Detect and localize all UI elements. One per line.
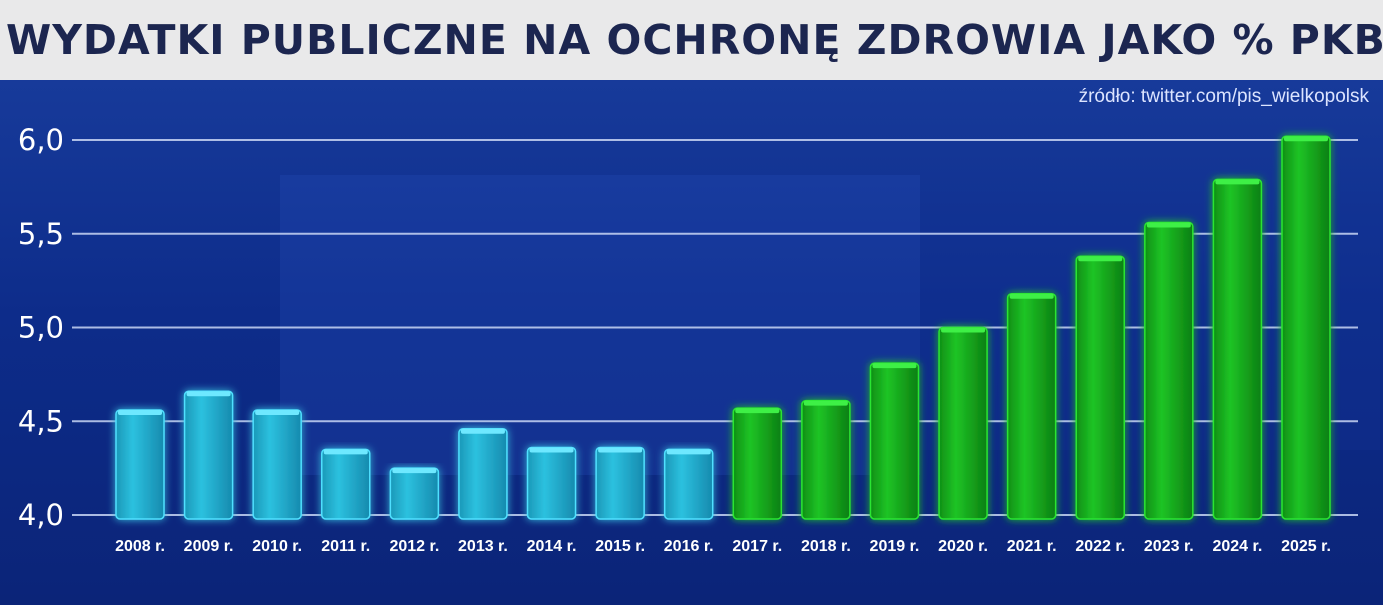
y-tick-label: 4,5 xyxy=(18,404,64,438)
bar-2017 xyxy=(732,407,783,520)
x-tick-label: 2021 r. xyxy=(1007,538,1057,555)
bar-top-highlight xyxy=(735,408,780,414)
chart-title: WYDATKI PUBLICZNE NA OCHRONĘ ZDROWIA JAK… xyxy=(6,16,1383,64)
bar-2022 xyxy=(1075,255,1125,520)
bar-2019 xyxy=(869,362,920,520)
source-label: źródło: twitter.com/pis_wielkopolsk xyxy=(1078,86,1369,107)
bar-top-highlight xyxy=(118,410,162,415)
bar-top-highlight xyxy=(323,449,368,455)
x-tick-label: 2015 r. xyxy=(595,538,645,555)
bar-2023 xyxy=(1144,221,1194,520)
x-tick-label: 2018 r. xyxy=(801,538,851,555)
y-tick-label: 4,0 xyxy=(18,498,64,532)
x-tick-label: 2012 r. xyxy=(389,538,439,555)
bar-2010 xyxy=(252,409,302,520)
x-tick-label: 2013 r. xyxy=(458,538,508,555)
x-tick-label: 2025 r. xyxy=(1281,538,1331,555)
bar-top-highlight xyxy=(1009,293,1054,299)
bar-2015 xyxy=(595,446,645,520)
bar-top-highlight xyxy=(1215,179,1260,185)
y-tick-label: 6,0 xyxy=(18,123,64,157)
x-tick-label: 2008 r. xyxy=(115,538,165,555)
bar-2008 xyxy=(115,409,165,520)
bar-top-highlight xyxy=(1078,256,1123,262)
x-axis: 2008 r. 2009 r. 2010 r. 2011 r. 2012 r. 2013 … xyxy=(115,538,1331,555)
bar-2013 xyxy=(458,428,508,520)
x-tick-label: 2017 r. xyxy=(732,538,782,555)
title-bar: WYDATKI PUBLICZNE NA OCHRONĘ ZDROWIA JAK… xyxy=(0,0,1383,80)
x-tick-label: 2014 r. xyxy=(527,538,577,555)
bar-top-highlight xyxy=(1284,136,1328,142)
y-tick-label: 5,0 xyxy=(18,311,64,345)
bar-top-highlight xyxy=(392,468,437,474)
x-tick-label: 2010 r. xyxy=(252,538,302,555)
bar-top-highlight xyxy=(666,449,711,455)
x-tick-label: 2023 r. xyxy=(1144,538,1194,555)
y-axis: 4,0 4,5 5,0 5,5 6,0 xyxy=(18,123,64,532)
x-tick-label: 2024 r. xyxy=(1212,538,1262,555)
bar-2014 xyxy=(526,446,577,520)
bar-top-highlight xyxy=(941,327,986,333)
bar-2009 xyxy=(183,390,234,520)
bar-top-highlight xyxy=(255,410,300,415)
bar-2016 xyxy=(663,448,714,520)
x-tick-label: 2020 r. xyxy=(938,538,988,555)
bar-top-highlight xyxy=(1146,222,1191,228)
bar-top-highlight xyxy=(803,400,848,406)
bar-2024 xyxy=(1212,178,1263,520)
x-tick-label: 2011 r. xyxy=(321,538,370,555)
y-tick-label: 5,5 xyxy=(18,217,64,251)
x-tick-label: 2019 r. xyxy=(870,538,920,555)
x-tick-label: 2022 r. xyxy=(1075,538,1125,555)
bar-top-highlight xyxy=(186,391,231,397)
bar-top-highlight xyxy=(460,428,505,434)
bar-2025 xyxy=(1281,135,1331,520)
bar-2021 xyxy=(1006,293,1057,520)
bar-2020 xyxy=(938,326,988,520)
bar-2018 xyxy=(801,399,851,520)
bar-2012 xyxy=(389,467,440,520)
x-tick-label: 2016 r. xyxy=(664,538,714,555)
bar-top-highlight xyxy=(529,447,574,453)
bar-top-highlight xyxy=(872,363,917,369)
bars xyxy=(115,135,1331,520)
bar-2011 xyxy=(321,448,371,520)
x-tick-label: 2009 r. xyxy=(184,538,234,555)
bar-top-highlight xyxy=(598,447,643,453)
